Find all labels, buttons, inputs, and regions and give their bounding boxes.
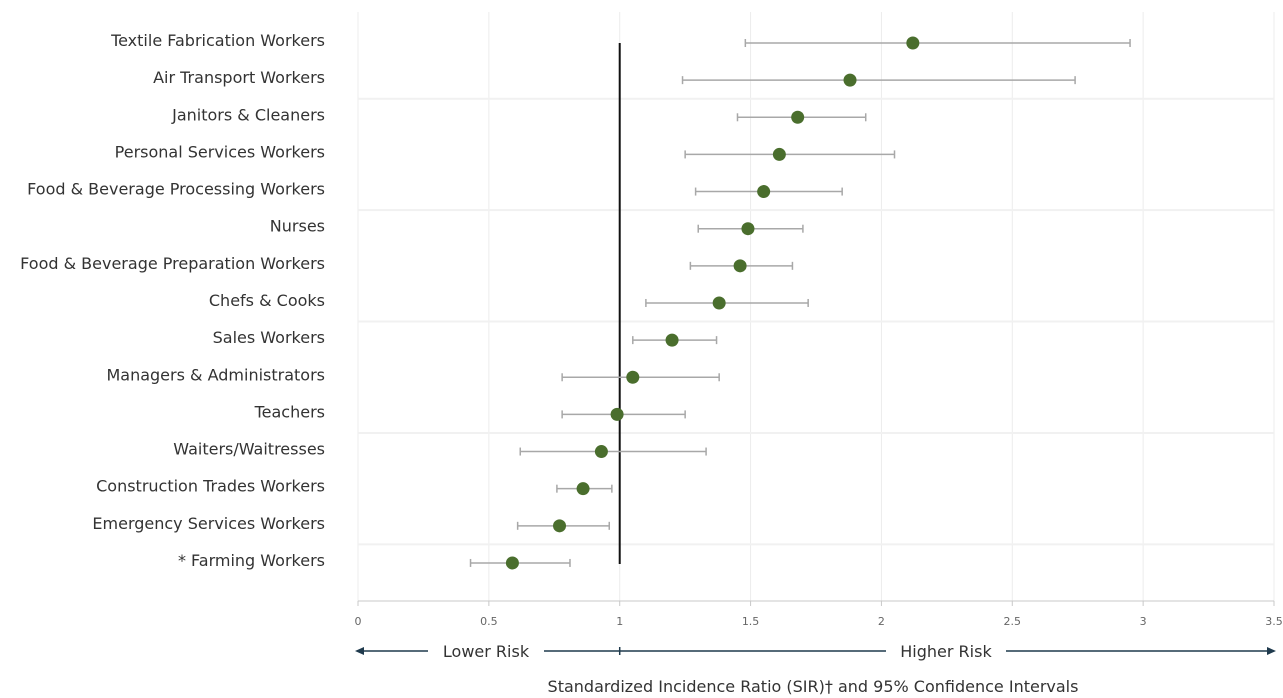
category-label: Nurses [270,217,325,236]
arrow-right-icon [1267,647,1276,655]
category-label: Food & Beverage Preparation Workers [20,254,325,273]
sir-point [741,222,755,236]
sir-point [553,519,567,533]
x-tick-label: 1.5 [742,615,760,628]
arrow-left-icon [355,647,364,655]
higher-risk-label: Higher Risk [900,642,992,661]
category-labels: Textile Fabrication Workers Air Transport… [20,31,325,570]
sir-point [791,110,805,124]
x-tick-label: 2.5 [1004,615,1022,628]
category-label: Janitors & Cleaners [171,105,325,124]
row-separators [358,97,1274,546]
sir-point [665,333,679,347]
x-tick-label: 0 [355,615,362,628]
category-label: Teachers [254,402,325,421]
x-tick-label: 1 [616,615,623,628]
sir-points [505,36,920,570]
sir-point [610,407,624,421]
category-label: Personal Services Workers [115,142,325,161]
category-label: Food & Beverage Processing Workers [27,180,325,199]
x-tick-label: 0.5 [480,615,498,628]
sir-point [757,185,771,199]
risk-scale-arrow: Lower Risk Higher Risk [355,642,1276,661]
sir-point [712,296,726,310]
category-label: Air Transport Workers [153,68,325,87]
sir-point [906,36,920,50]
category-label: Textile Fabrication Workers [110,31,325,50]
sir-point [576,482,590,496]
x-tick-label: 3.5 [1265,615,1283,628]
lower-risk-label: Lower Risk [443,642,530,661]
category-label: Construction Trades Workers [96,477,325,496]
category-label: Sales Workers [213,328,325,347]
category-label: Emergency Services Workers [92,514,325,533]
x-tick-labels: 0 0.5 1 1.5 2 2.5 3 3.5 [355,615,1283,628]
category-label: Chefs & Cooks [209,291,325,310]
category-label: * Farming Workers [178,551,325,570]
sir-point [505,556,519,570]
sir-point [626,370,640,384]
vertical-gridlines [357,12,1275,606]
sir-point [772,147,786,161]
x-tick-label: 3 [1140,615,1147,628]
sir-point [594,445,608,459]
category-label: Waiters/Waitresses [173,440,325,459]
confidence-intervals [469,39,1131,567]
category-label: Managers & Administrators [106,365,325,384]
x-tick-label: 2 [878,615,885,628]
sir-point [733,259,747,273]
x-axis-title: Standardized Incidence Ratio (SIR)† and … [548,677,1079,696]
sir-point [843,73,857,87]
